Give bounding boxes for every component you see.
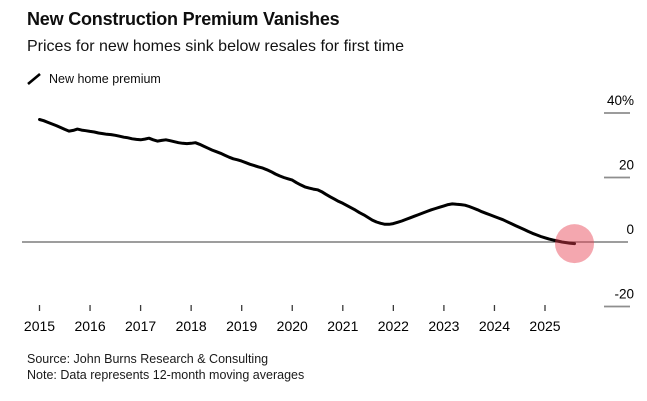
note-line: Note: Data represents 12-month moving av… <box>27 367 305 382</box>
legend-label: New home premium <box>49 72 161 86</box>
x-tick-label: 2020 <box>277 318 308 334</box>
x-tick-label: 2017 <box>125 318 156 334</box>
x-tick-label: 2019 <box>226 318 257 334</box>
x-tick-label: 2015 <box>24 318 55 334</box>
x-tick-label: 2024 <box>479 318 510 334</box>
x-tick-label: 2022 <box>378 318 409 334</box>
legend: New home premium <box>26 71 161 87</box>
x-tick-label: 2018 <box>176 318 207 334</box>
x-tick-label: 2021 <box>327 318 358 334</box>
page-title: New Construction Premium Vanishes <box>27 9 340 29</box>
x-tick-label: 2016 <box>74 318 105 334</box>
y-tick-label: 20 <box>619 158 634 173</box>
highlight-circle <box>555 224 594 264</box>
data-line <box>38 118 576 246</box>
y-tick-label: -20 <box>614 287 634 302</box>
chart-subtitle: Prices for new homes sink below resales … <box>27 38 405 55</box>
source-line: Source: John Burns Research & Consulting <box>27 352 269 366</box>
x-tick-label: 2023 <box>428 318 459 334</box>
y-tick-label: 40% <box>607 93 634 108</box>
line-slash-icon <box>26 71 42 87</box>
y-tick-label: 0 <box>626 222 634 237</box>
chart-footer: Source: John Burns Research & Consulting… <box>27 352 304 383</box>
x-tick-label: 2025 <box>529 318 560 334</box>
